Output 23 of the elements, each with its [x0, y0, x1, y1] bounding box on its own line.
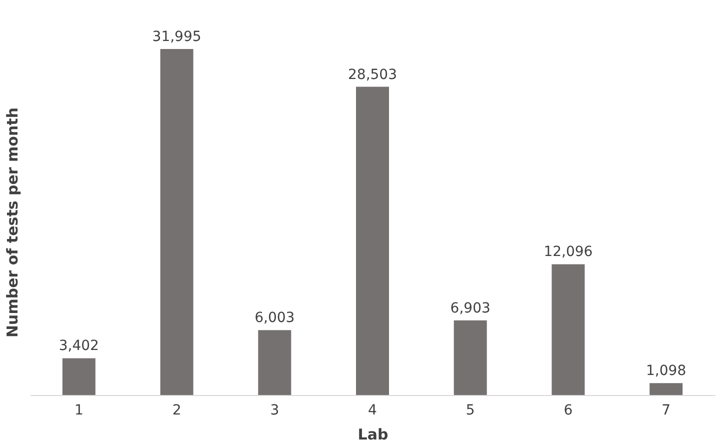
x-tick-label: 2	[172, 402, 182, 418]
x-tick-label: 7	[662, 402, 671, 418]
x-tick-label: 4	[368, 402, 378, 418]
x-axis-title: Lab	[358, 426, 388, 444]
data-label: 12,096	[544, 244, 593, 260]
x-tick-label: 3	[270, 402, 280, 418]
bar	[62, 358, 96, 395]
x-tick-label: 6	[564, 402, 573, 418]
data-label: 6,903	[450, 300, 490, 316]
bar	[356, 86, 389, 395]
bar	[552, 264, 585, 395]
bar	[160, 49, 194, 395]
y-axis-title: Number of tests per month	[4, 107, 22, 338]
data-label: 28,503	[348, 66, 397, 83]
data-label: 1,098	[646, 363, 686, 380]
bar	[650, 383, 683, 395]
bar	[258, 330, 292, 395]
data-label: 6,003	[254, 310, 295, 326]
data-label: 31,995	[152, 29, 202, 45]
bar	[454, 320, 487, 395]
data-label: 3,402	[58, 338, 99, 354]
x-tick-label: 1	[74, 402, 84, 418]
x-tick-label: 5	[466, 402, 475, 418]
